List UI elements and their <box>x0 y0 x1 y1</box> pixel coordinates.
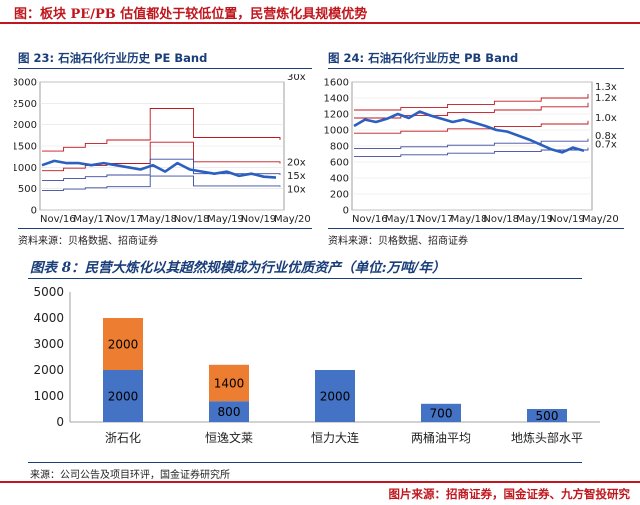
pb-index-line <box>353 110 585 154</box>
pb-y-tick-label: 200 <box>330 190 349 201</box>
bar-data-label: 2000 <box>108 390 139 404</box>
footer-source: 图片来源：招商证券，国金证券、九方智投研究 <box>388 487 631 501</box>
bar-data-label: 2000 <box>320 390 351 404</box>
pe-x-tick-label: Nov/17 <box>107 214 143 225</box>
pe-band-chart: 050010001500200025003000Nov/16May/17Nov/… <box>14 74 311 225</box>
pe-band-label: 15x <box>287 171 306 182</box>
pb-x-tick-label: May/18 <box>451 214 488 225</box>
pb-x-tick-label: May/19 <box>516 214 553 225</box>
pb-y-tick-label: 0 <box>343 206 349 217</box>
pb-x-tick-label: Nov/19 <box>549 214 585 225</box>
pe-band-10x <box>42 175 281 191</box>
bar-segment <box>421 403 461 422</box>
bar-segment <box>315 370 355 422</box>
pe-band-label: 10x <box>287 185 306 196</box>
pb-y-tick-label: 1600 <box>324 78 349 89</box>
bar-segment <box>103 370 143 422</box>
footer-rule <box>0 481 640 483</box>
pb-y-tick-label: 1400 <box>324 94 349 105</box>
pe-band-label: 30x <box>287 74 306 83</box>
pb-y-tick-label: 1000 <box>324 126 349 137</box>
pb-y-tick-label: 600 <box>330 158 349 169</box>
pe-index-line <box>41 159 277 179</box>
bar-y-tick-label: 0 <box>56 415 64 429</box>
pe-x-tick-label: Nov/18 <box>174 214 210 225</box>
pe-y-tick-label: 1000 <box>14 163 37 174</box>
pe-y-tick-label: 0 <box>31 206 37 217</box>
bar-y-tick-label: 2000 <box>33 363 64 377</box>
pb-x-tick-label: May/17 <box>385 214 422 225</box>
pb-band-source: 资料来源：贝格数据、招商证券 <box>328 236 468 247</box>
pb-band-title: 图 24: 石油石化行业历史 PB Band <box>328 51 519 65</box>
bar-segment <box>527 409 567 422</box>
bar-category-label: 浙石化 <box>105 431 141 445</box>
bar-category-label: 恒力大连 <box>311 430 359 445</box>
pb-title-rule <box>328 68 624 69</box>
pb-y-tick-label: 1200 <box>324 110 349 121</box>
bar-y-tick-label: 1000 <box>33 389 64 403</box>
bar-data-label: 1400 <box>214 377 245 391</box>
bar-data-label: 800 <box>218 405 241 419</box>
pb-x-tick-label: Nov/18 <box>483 214 519 225</box>
pe-y-tick-label: 2000 <box>14 120 37 131</box>
capacity-bar-chart: 0 1000 2000 3000 4000 5000 2000 2000 浙石化 800 1400 恒… <box>33 285 600 445</box>
bar-segment <box>209 364 249 402</box>
bar-y-tick-label: 3000 <box>33 337 64 351</box>
bar-data-label: 500 <box>536 409 559 423</box>
pe-x-tick-label: Nov/16 <box>40 214 76 225</box>
pb-band-label: 0.7x <box>595 140 617 151</box>
pb-x-tick-label: May/20 <box>582 214 619 225</box>
pe-y-tick-label: 1500 <box>14 142 37 153</box>
header-bar: 图：板块 PE/PB 估值都处于较低位置，民营炼化具规模优势 <box>0 0 640 22</box>
pe-y-tick-label: 2500 <box>14 99 37 110</box>
header-title: 图：板块 PE/PB 估值都处于较低位置，民营炼化具规模优势 <box>14 7 368 22</box>
capacity-source-rule <box>28 462 582 463</box>
capacity-source: 来源：公司公告及项目环评，国金证券研究所 <box>30 470 230 481</box>
pe-title-rule <box>18 68 312 69</box>
pb-band-1.3x <box>354 94 589 111</box>
bar-category-label: 地炼头部水平 <box>511 430 583 445</box>
bar-y-tick-label: 4000 <box>33 311 64 325</box>
bar-category-label: 两桶油平均 <box>411 430 471 445</box>
pe-y-tick-label: 500 <box>18 184 37 195</box>
pb-band-label: 0.8x <box>595 131 617 142</box>
pe-x-tick-label: Nov/19 <box>241 214 277 225</box>
bar-data-label: 2000 <box>108 338 139 352</box>
pb-band-chart: 02004006008001000120014001600Nov/16May/1… <box>324 78 619 226</box>
pe-source-rule <box>18 228 312 229</box>
pe-x-tick-label: May/17 <box>73 214 110 225</box>
bar-data-label: 700 <box>430 406 453 420</box>
capacity-chart-title: 图表 8：民营大炼化以其超然规模成为行业优质资产（单位:万吨/年） <box>30 260 446 276</box>
pe-band-source: 资料来源：贝格数据、招商证券 <box>18 236 158 247</box>
pe-band-panel: 图 23: 石油石化行业历史 PE Band 0 500 1000 1500 2000 2… <box>14 44 314 250</box>
pe-band-20x <box>42 141 281 172</box>
pe-band-30x <box>42 108 281 152</box>
pe-x-tick-label: May/18 <box>140 214 177 225</box>
pe-y-tick-label: 3000 <box>14 78 37 89</box>
pb-band-0.8x <box>354 138 589 149</box>
bar-segment <box>103 318 143 370</box>
pb-x-tick-label: Nov/17 <box>418 214 454 225</box>
bar-y-tick-label: 5000 <box>33 285 64 299</box>
pe-band-label: 20x <box>287 157 306 168</box>
pb-band-panel: 图 24: 石油石化行业历史 PB Band 0 200 400 600 800 1000… <box>324 44 628 250</box>
pb-source-rule <box>328 228 624 229</box>
pb-y-tick-label: 800 <box>330 142 349 153</box>
pb-band-label: 1.2x <box>595 93 617 104</box>
pe-band-title: 图 23: 石油石化行业历史 PE Band <box>18 51 208 65</box>
header-rule <box>0 22 640 24</box>
pe-x-tick-label: May/19 <box>207 214 244 225</box>
pb-y-tick-label: 400 <box>330 174 349 185</box>
pb-x-tick-label: Nov/16 <box>352 214 388 225</box>
bar-category-label: 恒逸文莱 <box>205 430 253 445</box>
pe-x-tick-label: May/20 <box>274 214 311 225</box>
capacity-title-rule <box>28 278 582 279</box>
pb-band-label: 1.3x <box>595 82 617 93</box>
pb-band-label: 1.0x <box>595 113 617 124</box>
bar-segment <box>209 401 249 422</box>
